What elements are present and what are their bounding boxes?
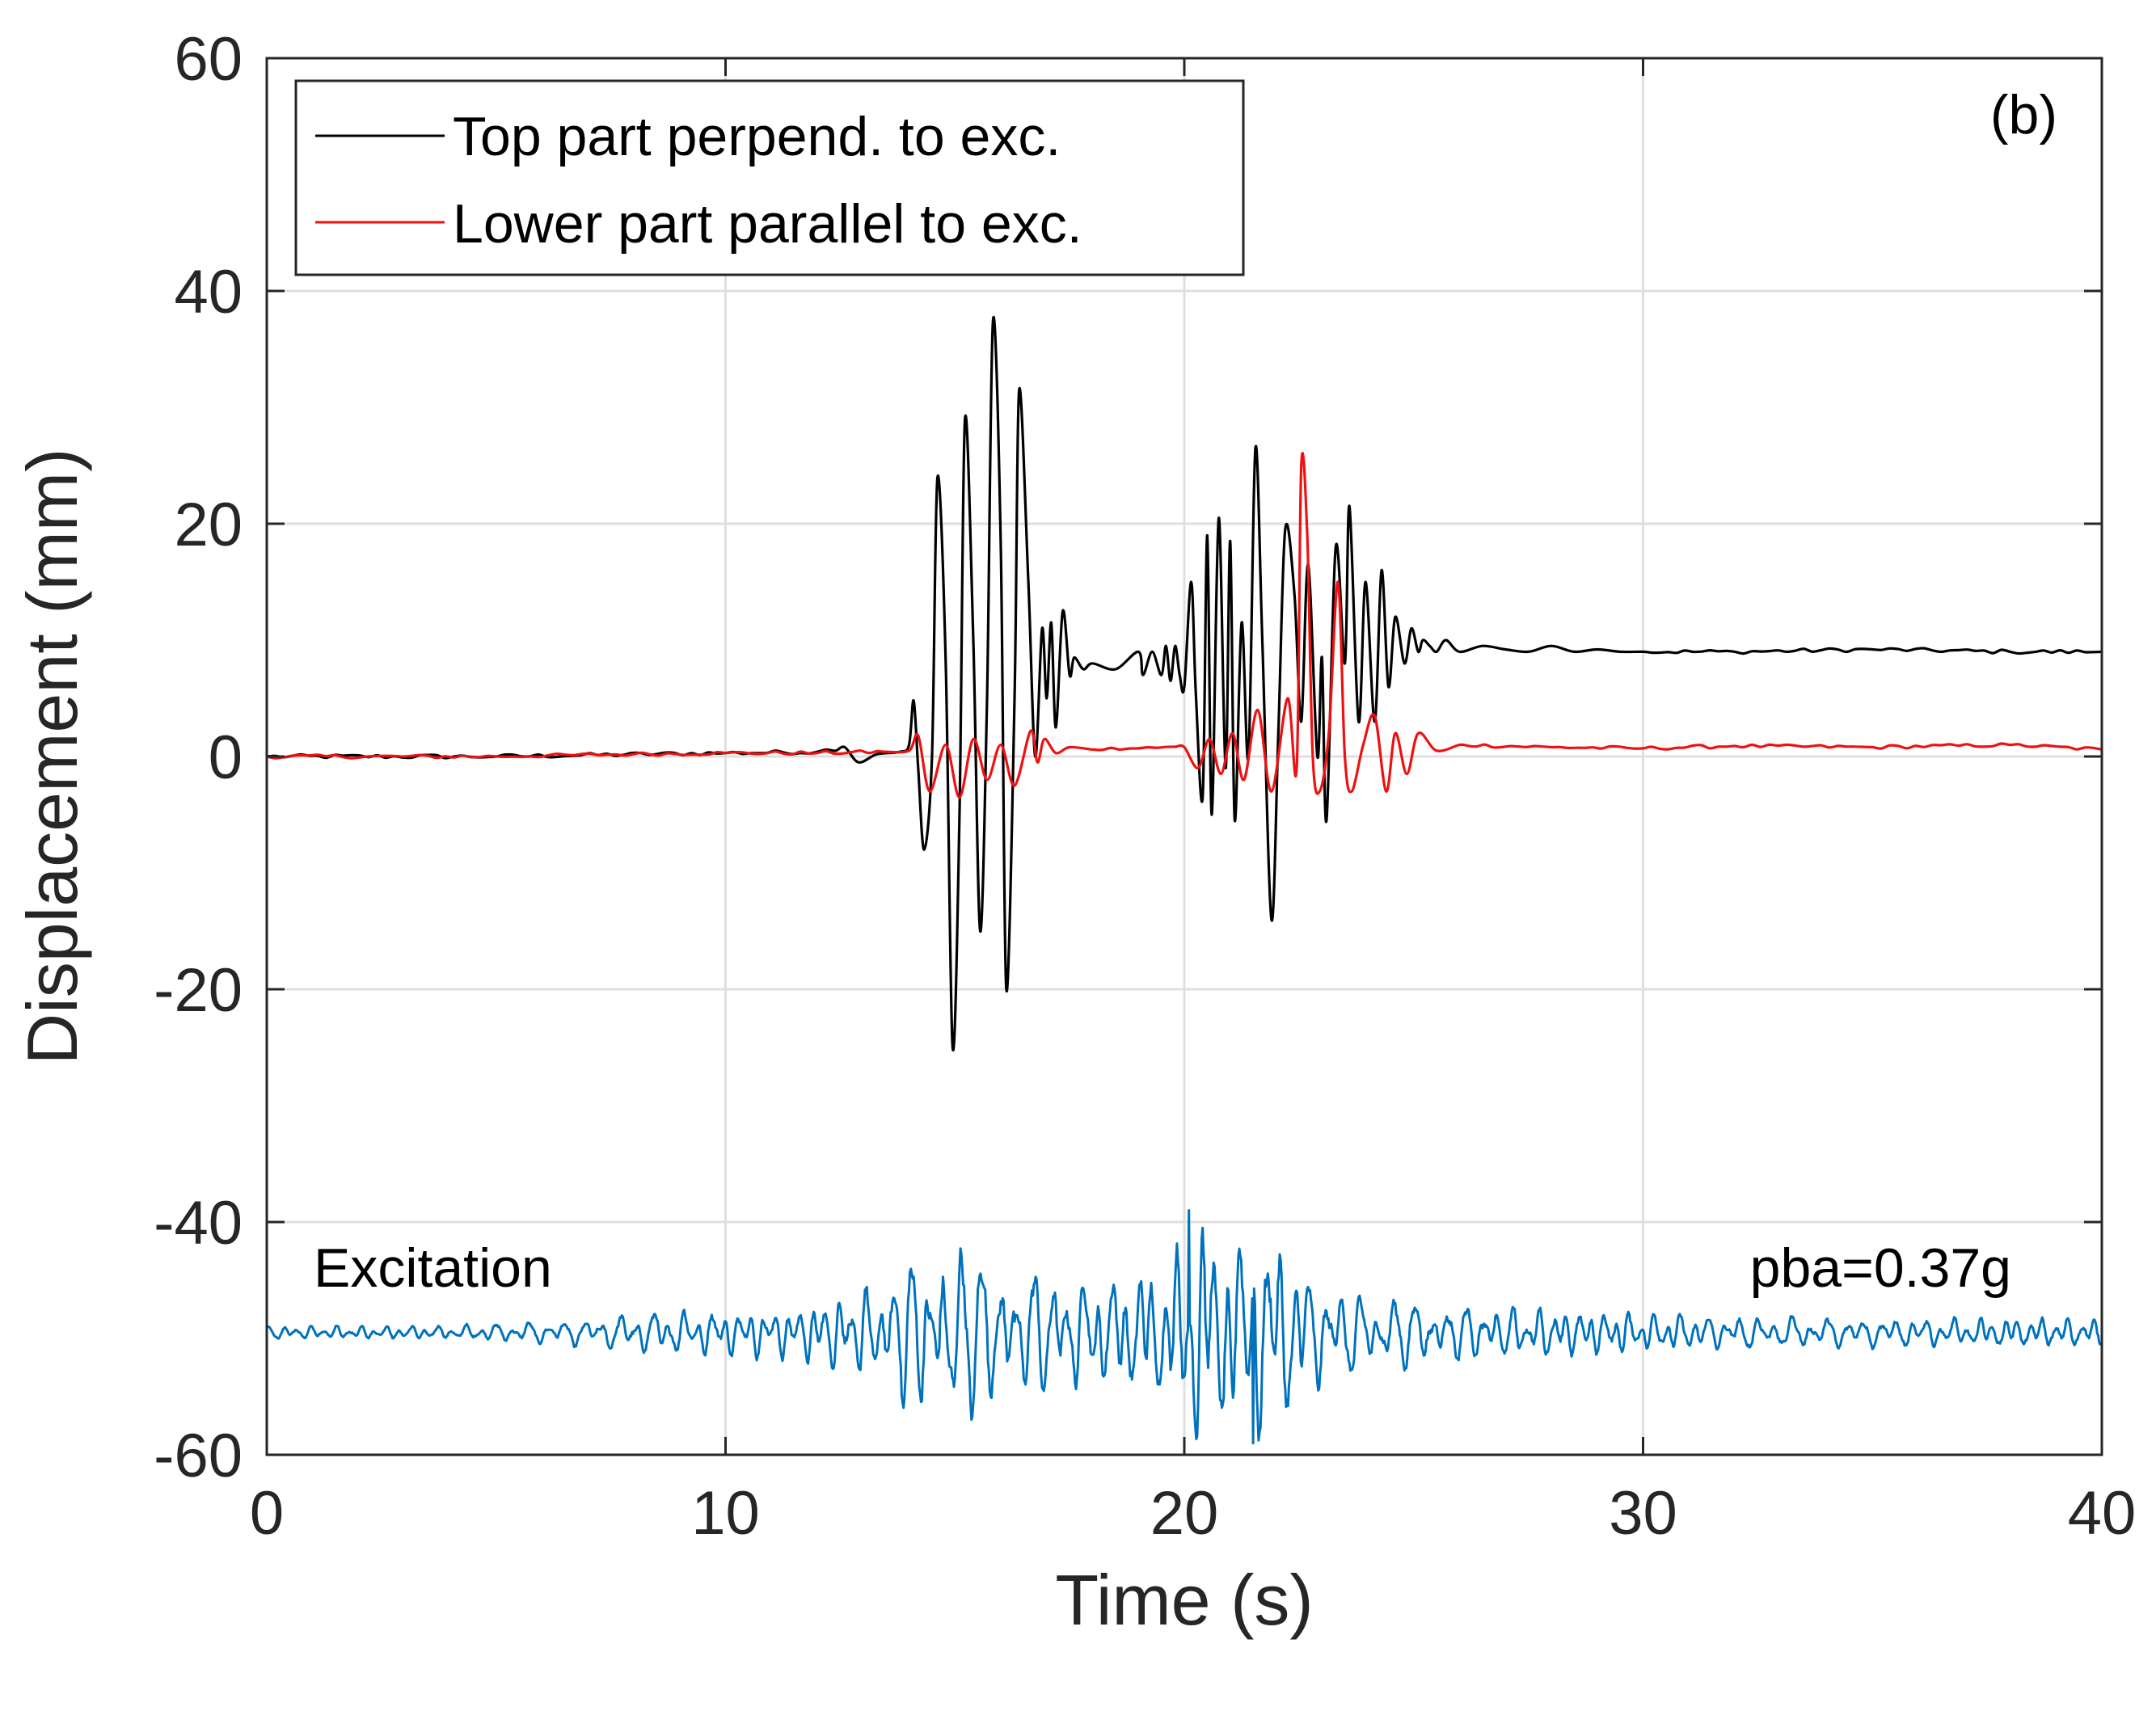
y-tick-label: 60: [174, 25, 243, 94]
x-tick-label: 30: [1609, 1479, 1677, 1548]
series-line-lower-part: [267, 452, 2102, 799]
y-tick-label: -20: [154, 956, 243, 1025]
y-tick-label: -40: [154, 1189, 243, 1258]
y-tick-label: 40: [174, 258, 243, 327]
series-line-excitation: [267, 1209, 2102, 1445]
legend: Top part perpend. to exc. Lower part par…: [294, 79, 1245, 276]
axes: [265, 57, 2103, 1456]
series-line-top-part: [267, 316, 2102, 1051]
x-axis-title: Time (s): [1055, 1560, 1313, 1640]
y-tick-label: 20: [174, 491, 243, 559]
x-tick-label: 40: [2068, 1479, 2137, 1548]
x-tick-label: 20: [1150, 1479, 1219, 1548]
panel-label: (b): [1990, 84, 2057, 145]
annotation-pba: pba=0.37g: [1750, 1237, 2011, 1299]
legend-label-lower-part: Lower part parallel to exc.: [453, 193, 1082, 255]
annotation-excitation: Excitation: [314, 1237, 552, 1299]
legend-label-top-part: Top part perpend. to exc.: [453, 106, 1061, 167]
x-tick-label: 0: [250, 1479, 284, 1548]
legend-box: [294, 79, 1245, 276]
y-tick-label: 0: [209, 723, 243, 792]
grid-lines: [267, 58, 2102, 1455]
tick-labels: 0 10 20 30 40 -60 -40 -20 0 20 40 60: [154, 25, 2136, 1548]
series-layer: [267, 316, 2102, 1445]
x-tick-label: 10: [691, 1479, 760, 1548]
y-tick-label: -60: [154, 1422, 243, 1490]
y-axis-title: Displacement (mm): [12, 449, 92, 1065]
